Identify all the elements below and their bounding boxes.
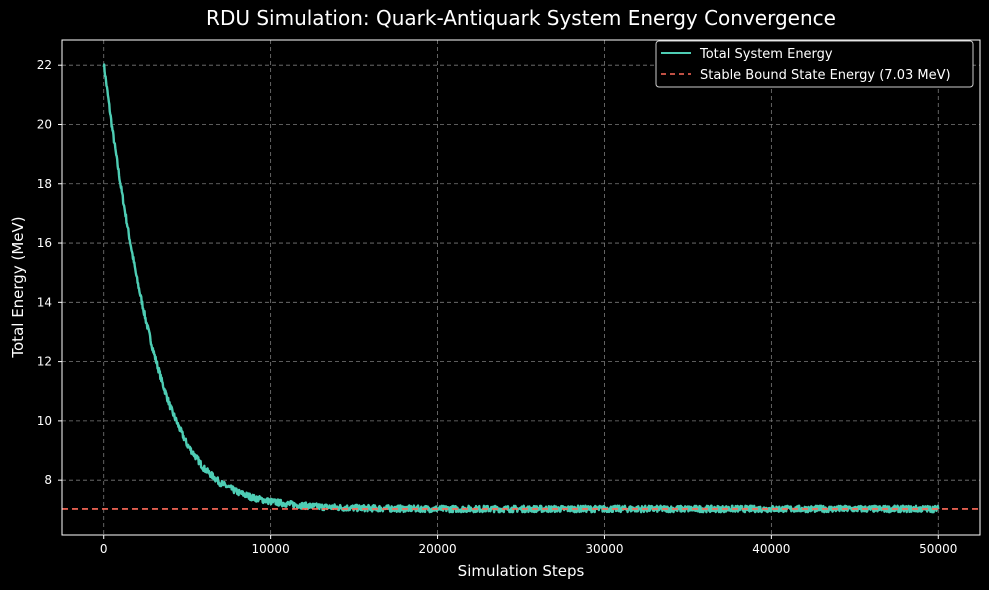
- x-tick-label: 40000: [752, 542, 790, 556]
- x-tick-label: 10000: [252, 542, 290, 556]
- chart-title: RDU Simulation: Quark-Antiquark System E…: [206, 6, 836, 30]
- y-tick-label: 8: [44, 473, 52, 487]
- y-tick-label: 18: [37, 177, 52, 191]
- legend: Total System Energy Stable Bound State E…: [655, 40, 974, 88]
- series-line-total-energy: [102, 63, 940, 514]
- y-tick-label: 14: [37, 295, 52, 309]
- legend-box: [655, 40, 974, 88]
- x-tick-label: 20000: [418, 542, 456, 556]
- series-layer: [62, 63, 980, 514]
- y-tick-label: 12: [37, 355, 52, 369]
- axis-ticks: 0 10000 20000 30000 40000 50000 8 10 12 14 16 18 20 2…: [37, 58, 958, 556]
- x-tick-label: 30000: [585, 542, 623, 556]
- grid-lines: [62, 40, 980, 535]
- y-tick-label: 16: [37, 236, 52, 250]
- legend-label-stable-state: Stable Bound State Energy (7.03 MeV): [700, 68, 951, 83]
- x-axis-title: Simulation Steps: [458, 562, 585, 580]
- x-tick-label: 50000: [919, 542, 957, 556]
- y-tick-label: 10: [37, 414, 52, 428]
- legend-label-energy: Total System Energy: [699, 47, 833, 62]
- y-tick-label: 22: [37, 58, 52, 72]
- plot-frame: [61, 39, 981, 536]
- y-tick-label: 20: [37, 117, 52, 131]
- x-tick-label: 0: [100, 542, 108, 556]
- y-axis-title: Total Energy (MeV): [9, 216, 27, 358]
